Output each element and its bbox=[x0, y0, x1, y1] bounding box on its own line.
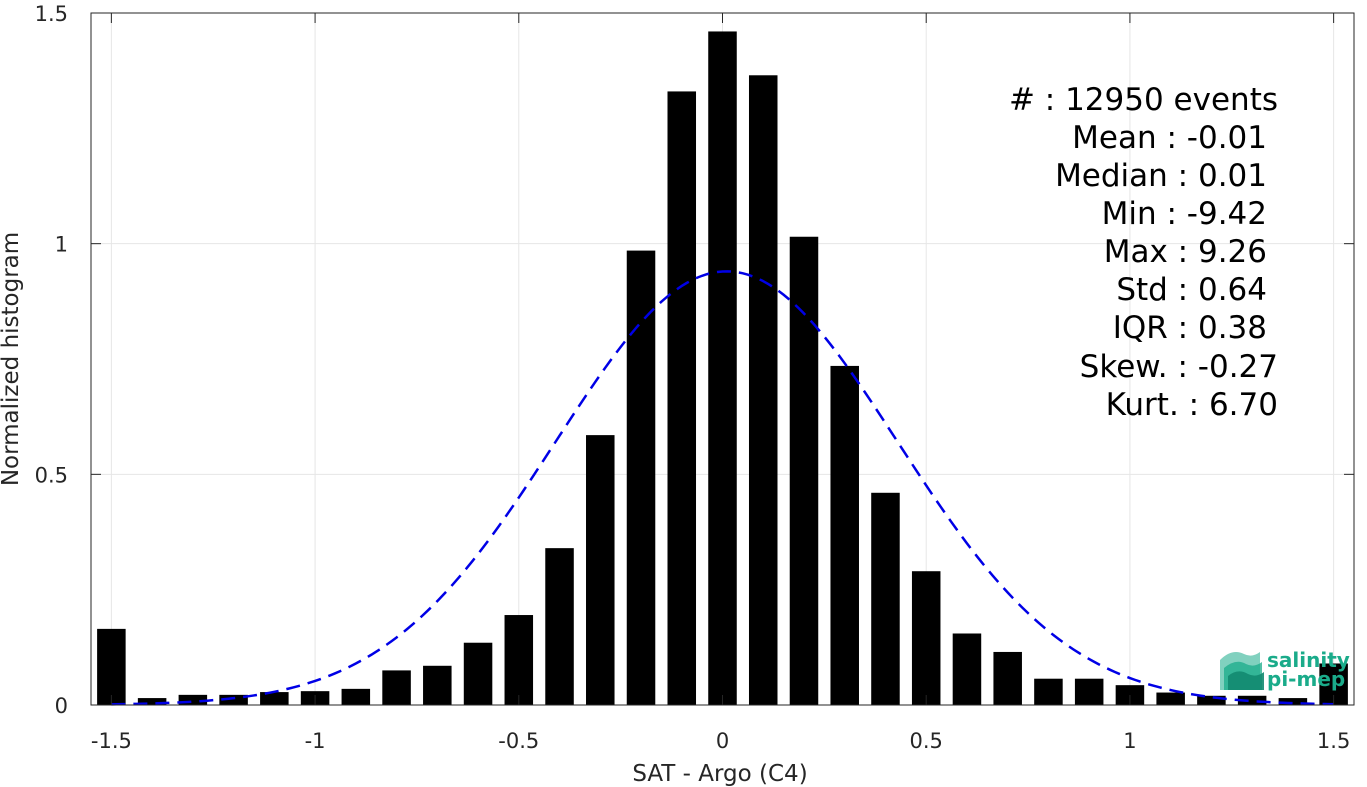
x-axis-label: SAT - Argo (C4) bbox=[632, 761, 807, 787]
histogram-bar bbox=[667, 91, 697, 706]
histogram-bar bbox=[1278, 698, 1308, 705]
x-tick-label: 1 bbox=[1123, 729, 1136, 753]
logo-text-salinity: salinity bbox=[1267, 648, 1350, 672]
histogram-bar bbox=[382, 670, 411, 705]
histogram-bar bbox=[586, 435, 615, 705]
histogram-bar bbox=[219, 694, 248, 705]
histogram-bar bbox=[341, 688, 371, 705]
histogram-bar bbox=[952, 633, 982, 705]
y-tick-label: 1 bbox=[55, 233, 68, 257]
histogram-bar bbox=[423, 665, 452, 705]
stat-kurt: Kurt. : 6.70 bbox=[1106, 387, 1278, 423]
x-tick-label: -1.5 bbox=[91, 729, 132, 753]
histogram-bar bbox=[1156, 692, 1185, 705]
histogram-bar bbox=[504, 615, 534, 705]
gaussian-fit-curve bbox=[111, 270, 1334, 706]
histogram-bar bbox=[871, 492, 900, 705]
x-tick-label: 0 bbox=[716, 729, 729, 753]
histogram-bar bbox=[626, 250, 656, 705]
y-tick-label: 1.5 bbox=[35, 2, 68, 26]
stat-skew: Skew. : -0.27 bbox=[1080, 349, 1278, 385]
x-tick-label: 1.5 bbox=[1317, 729, 1350, 753]
statistics-box: # : 12950 events Mean : -0.01 Median : 0… bbox=[1009, 82, 1278, 423]
axis-ticks bbox=[91, 12, 1354, 706]
histogram-bar bbox=[748, 75, 778, 705]
y-tick-label: 0.5 bbox=[35, 463, 68, 487]
histogram-bar bbox=[1074, 678, 1104, 705]
salinity-pimep-logo: salinity pi-mep bbox=[1220, 648, 1350, 691]
stat-count: # : 12950 events bbox=[1009, 82, 1278, 118]
y-tick-label: 0 bbox=[55, 694, 68, 718]
y-tick-labels: 0 0.5 1 1.5 bbox=[35, 2, 68, 718]
histogram-bar bbox=[463, 642, 493, 705]
stat-iqr: IQR : 0.38 bbox=[1113, 310, 1267, 346]
y-axis-label: Normalized histogram bbox=[0, 232, 24, 486]
histogram-bar bbox=[1034, 678, 1063, 705]
stat-min: Min : -9.42 bbox=[1102, 196, 1267, 232]
histogram-bar bbox=[545, 548, 574, 705]
x-tick-label: -0.5 bbox=[498, 729, 539, 753]
stat-std: Std : 0.64 bbox=[1116, 272, 1267, 308]
histogram-bar bbox=[993, 651, 1022, 705]
histogram-bar bbox=[137, 698, 167, 705]
stat-max: Max : 9.26 bbox=[1104, 234, 1267, 270]
stat-median: Median : 0.01 bbox=[1055, 158, 1267, 194]
x-tick-label: 0.5 bbox=[910, 729, 943, 753]
histogram-bar bbox=[1237, 695, 1267, 705]
histogram-bars bbox=[97, 31, 1348, 706]
wave-icon bbox=[1220, 652, 1264, 690]
histogram-bar bbox=[1197, 695, 1226, 705]
x-tick-label: -1 bbox=[305, 729, 326, 753]
histogram-bar bbox=[911, 571, 941, 705]
x-tick-labels: -1.5 -1 -0.5 0 0.5 1 1.5 bbox=[91, 729, 1350, 753]
logo-text-pimep: pi-mep bbox=[1267, 667, 1345, 691]
histogram-bar bbox=[97, 628, 126, 705]
histogram-bar bbox=[830, 365, 859, 705]
histogram-bar bbox=[708, 31, 737, 706]
stat-mean: Mean : -0.01 bbox=[1072, 120, 1267, 156]
histogram-bar bbox=[178, 694, 208, 705]
histogram-bar bbox=[260, 692, 289, 705]
histogram-bar bbox=[789, 236, 819, 705]
